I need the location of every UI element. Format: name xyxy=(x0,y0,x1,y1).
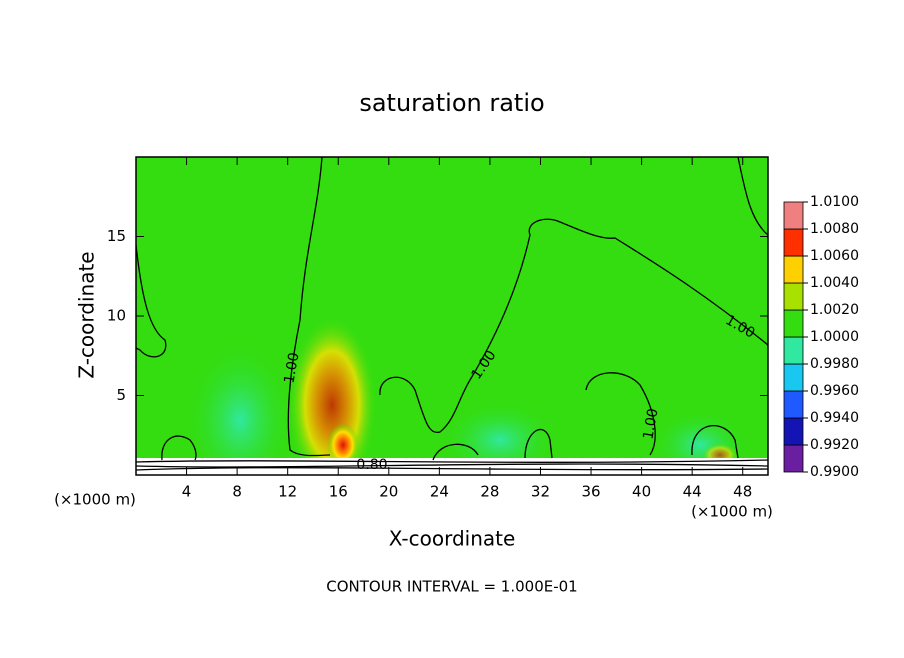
x-axis-label: X-coordinate xyxy=(389,527,516,551)
x-tick-label: 36 xyxy=(581,483,600,501)
x-tick-label: 4 xyxy=(182,483,192,501)
x-tick-label: 28 xyxy=(480,483,499,501)
chart-title: saturation ratio xyxy=(359,89,544,117)
field xyxy=(136,157,768,475)
colorbar-cell xyxy=(783,228,804,257)
y-tick-label: 15 xyxy=(107,227,126,245)
x-tick-label: 32 xyxy=(531,483,550,501)
colorbar-label: 0.9900 xyxy=(810,464,859,480)
colorbar-label: 0.9940 xyxy=(810,410,859,426)
contour-label: 1.00 xyxy=(281,351,302,384)
x-tick-label: 16 xyxy=(329,483,348,501)
x-tick-label: 48 xyxy=(733,483,752,501)
colorbar-cell xyxy=(783,363,804,392)
y-tick-label: 5 xyxy=(116,386,126,404)
x-tick-label: 40 xyxy=(632,483,651,501)
colorbar-label: 1.0080 xyxy=(810,221,859,237)
colorbar-label: 1.0040 xyxy=(810,275,859,291)
x-unit: (×1000 m) xyxy=(691,503,773,521)
colorbar-label: 0.9960 xyxy=(810,383,859,399)
colorbar-cell xyxy=(783,390,804,419)
colorbar-cell xyxy=(783,201,804,230)
colorbar-cell xyxy=(783,309,804,338)
x-tick-label: 12 xyxy=(278,483,297,501)
colorbar-label: 0.9980 xyxy=(810,356,859,372)
colorbar-cell xyxy=(783,417,804,446)
x-tick-label: 24 xyxy=(430,483,449,501)
colorbar-label: 1.0100 xyxy=(810,194,859,210)
colorbar-cell xyxy=(783,282,804,311)
contour-label: 0.80 xyxy=(356,457,387,473)
contour-label: 1.00 xyxy=(640,407,661,440)
y-tick-label: 10 xyxy=(107,307,126,325)
y-axis-label: Z-coordinate xyxy=(75,251,99,378)
colorbar-label: 1.0000 xyxy=(810,329,859,345)
colorbar-label: 1.0020 xyxy=(810,302,859,318)
colorbar-cell xyxy=(783,255,804,284)
x-tick-label: 20 xyxy=(379,483,398,501)
colorbar-cell xyxy=(783,336,804,365)
footer: CONTOUR INTERVAL = 1.000E-01 xyxy=(326,578,577,596)
x-tick-label: 44 xyxy=(683,483,702,501)
colorbar-label: 1.0060 xyxy=(810,248,859,264)
y-unit: (×1000 m) xyxy=(54,491,136,509)
x-tick-label: 8 xyxy=(232,483,242,501)
colorbar-label: 0.9920 xyxy=(810,437,859,453)
colorbar-cell xyxy=(783,444,804,473)
